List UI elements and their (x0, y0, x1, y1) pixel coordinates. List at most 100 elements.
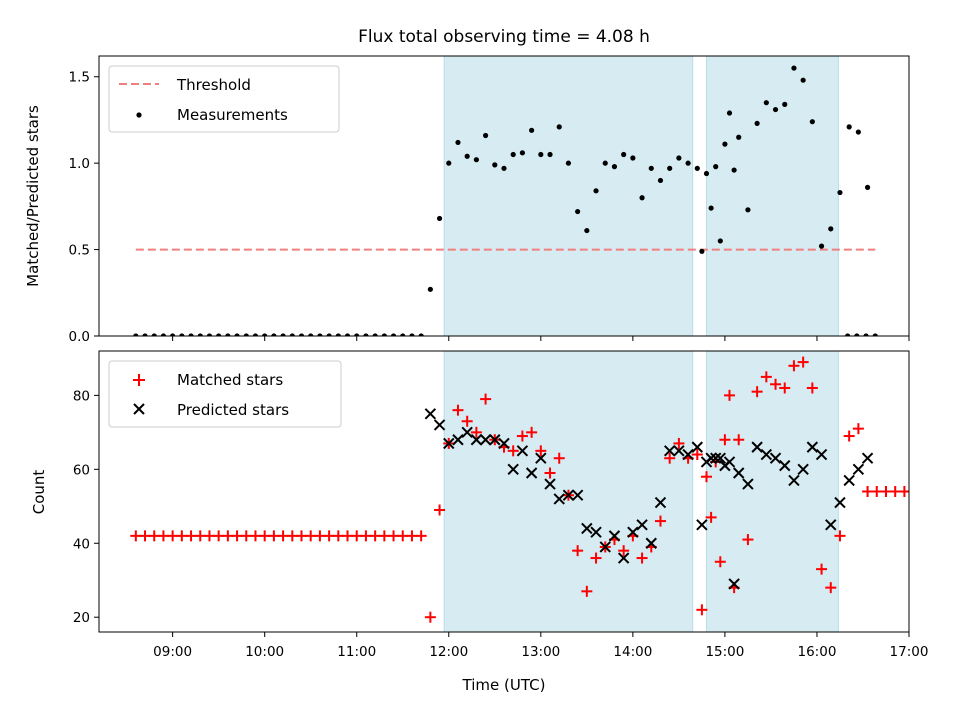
matched-star-point (259, 530, 271, 542)
x-tick-label: 12:00 (429, 644, 468, 660)
matched-star-point (213, 530, 225, 542)
measurement-point (179, 333, 185, 336)
measurement-point (556, 124, 562, 130)
measurement-point (335, 333, 341, 336)
matched-star-point (516, 430, 528, 442)
matched-star-point (185, 530, 197, 542)
top-plot-area (133, 65, 878, 336)
matched-star-point (590, 552, 602, 564)
matched-star-point (535, 445, 547, 457)
measurement-point (492, 162, 498, 168)
measurement-point (225, 333, 231, 336)
measurement-point (234, 333, 240, 336)
matched-star-point (788, 360, 800, 372)
matched-star-point (157, 530, 169, 542)
measurement-point (818, 243, 825, 249)
x-tick-label: 16:00 (798, 644, 837, 660)
measurement-point (271, 333, 277, 336)
measurement-point (584, 227, 590, 234)
matched-star-point (305, 530, 317, 542)
matched-star-point (760, 371, 772, 383)
matched-star-point (360, 530, 372, 542)
measurement-point (529, 127, 535, 133)
measurement-point (473, 157, 479, 163)
measurement-point (772, 106, 779, 113)
predicted-star-point (779, 459, 791, 472)
matched-star-point (553, 452, 565, 464)
predicted-star-point (470, 434, 483, 446)
measurement-point (676, 155, 682, 161)
matched-star-point (249, 530, 261, 542)
measurement-point (639, 195, 645, 201)
top-shaded-intervals (443, 55, 839, 337)
measurement-point (344, 333, 351, 336)
predicted-star-point (581, 522, 593, 535)
x-tick-label: 11:00 (337, 644, 376, 660)
matched-star-point (507, 445, 519, 457)
measurement-point (381, 333, 387, 336)
legend-predicted-label: Predicted stars (177, 401, 289, 419)
top-legend: Threshold Measurements (108, 65, 340, 133)
predicted-star-point (733, 467, 745, 479)
matched-star-point (176, 530, 188, 542)
predicted-star-point (825, 519, 837, 531)
matched-star-point (397, 530, 409, 542)
matched-star-point (314, 530, 326, 542)
measurement-point (726, 110, 733, 116)
matched-star-point (544, 467, 556, 479)
predicted-star-point (608, 530, 621, 542)
measurement-point (501, 165, 507, 171)
measurement-point (308, 333, 314, 336)
bottom-axes-frame (98, 350, 910, 633)
measurement-point (446, 160, 452, 166)
matched-star-point (719, 434, 731, 446)
measurement-point (699, 248, 705, 254)
predicted-star-point (424, 408, 437, 420)
matched-star-point (240, 530, 252, 542)
matched-star-point (286, 530, 298, 542)
matched-star-point (203, 530, 215, 542)
bottom-panel: 20 40 60 80 09:00 10:00 11:00 12:00 13:00 14:00 1… (30, 350, 928, 694)
measurement-point (142, 333, 148, 336)
top-x-ticks (172, 336, 910, 341)
matched-star-point (231, 530, 243, 542)
measurement-point (754, 120, 760, 127)
measurement-point (602, 160, 608, 166)
matched-star-point (194, 530, 206, 542)
x-tick-label: 14:00 (613, 644, 652, 660)
matched-star-point (797, 356, 809, 368)
y-tick-label: 1.0 (69, 156, 90, 172)
shaded-interval (443, 55, 694, 337)
measurement-point (409, 333, 415, 336)
predicted-star-point (571, 489, 584, 501)
predicted-star-point (590, 526, 602, 538)
measurement-point (685, 160, 691, 166)
measurement-point (547, 151, 553, 158)
predicted-star-point (788, 474, 800, 487)
measurement-point (482, 132, 489, 139)
measurement-point (170, 333, 176, 336)
matched-star-point (880, 486, 892, 497)
legend-matched-label: Matched stars (177, 371, 283, 389)
measurement-point (317, 333, 323, 336)
measurement-point (133, 333, 139, 336)
matched-star-point (452, 404, 464, 416)
matched-star-point (618, 545, 630, 557)
predicted-star-point (516, 445, 529, 457)
predicted-star-point (498, 437, 510, 450)
matched-star-point (434, 504, 446, 516)
matched-star-point (461, 415, 473, 427)
predicted-star-point (553, 493, 565, 505)
legend-measurements-swatch (136, 112, 142, 118)
matched-star-point (332, 530, 344, 542)
predicted-star-point (479, 434, 492, 446)
measurement-point (354, 333, 360, 336)
measurement-point (791, 65, 797, 71)
matched-star-point (406, 530, 418, 542)
measurement-point (565, 160, 572, 166)
matched-star-point (806, 382, 818, 394)
bottom-plot-area (130, 356, 909, 623)
matched-star-point (342, 530, 354, 542)
legend-predicted-swatch (133, 403, 145, 415)
